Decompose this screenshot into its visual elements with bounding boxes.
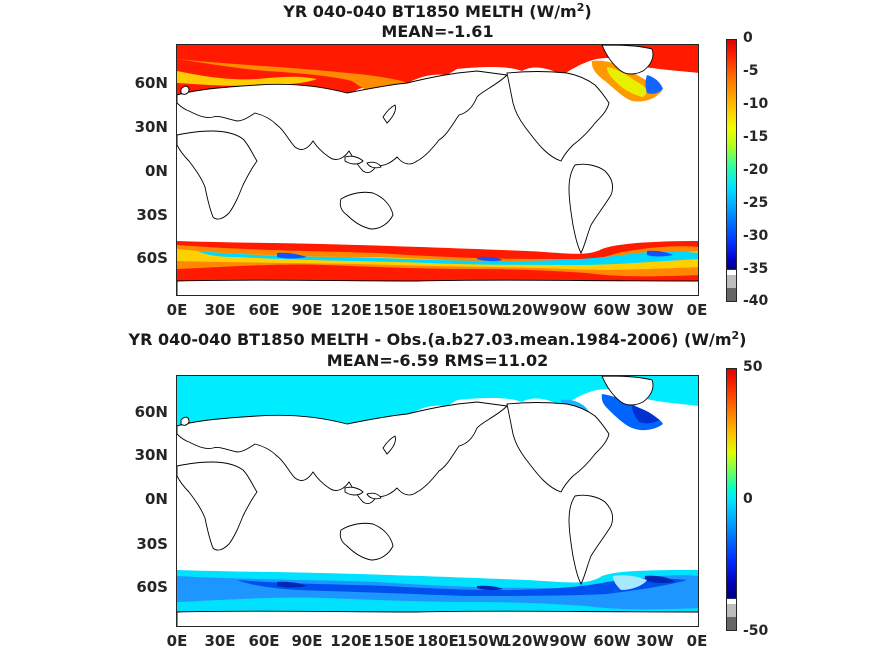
panel2-cbar-label: 0 — [743, 491, 753, 507]
antarctica-outline — [177, 279, 698, 295]
panel1-xtick: 150W — [457, 301, 505, 319]
australia-outline — [339, 522, 394, 561]
panel2-ytick-0n: 0N — [145, 490, 168, 508]
panel1-mean-label: MEAN=-1.61 — [381, 22, 494, 41]
panel2-xtick: 90E — [291, 632, 323, 650]
indonesia-outline — [344, 155, 382, 169]
japan-outline — [382, 104, 396, 124]
labrador-melt-blue — [645, 75, 663, 94]
south-america-outline — [568, 494, 614, 586]
continent-outlines — [177, 376, 698, 626]
panel1-map — [176, 44, 699, 296]
panel1-title: YR 040-040 BT1850 MELTH (W/m2) — [283, 1, 592, 21]
antarctica-outline — [177, 610, 698, 626]
panel1-xtick: 30E — [204, 301, 236, 319]
panel2-stats-label: MEAN=-6.59 RMS=11.02 — [326, 351, 549, 370]
antarctic-diff-deep — [237, 578, 687, 596]
panel2-xtick: 90W — [549, 632, 587, 650]
panel1-ytick-60n: 60N — [134, 74, 168, 92]
panel2-ytick-60s: 60S — [136, 578, 168, 596]
panel1-ytick-60s: 60S — [136, 249, 168, 267]
panel1-xtick: 0E — [686, 301, 708, 319]
panel1-cbar-label: 0 — [743, 30, 753, 46]
panel1-xtick: 90W — [549, 301, 587, 319]
panel1-xtick: 120W — [501, 301, 549, 319]
panel2-xtick: 180E — [417, 632, 459, 650]
panel1-cbar-label: -20 — [743, 162, 769, 178]
panel1-cbar-label: -35 — [743, 261, 769, 277]
panel2-xtick: 30E — [204, 632, 236, 650]
indonesia-outline — [344, 486, 382, 500]
panel1-cbar-label: -30 — [743, 228, 769, 244]
panel2-xtick: 120W — [501, 632, 549, 650]
panel2-map — [176, 375, 699, 627]
panel2-cbar-label: 50 — [743, 359, 763, 375]
panel2-map-svg — [177, 376, 698, 626]
uk-outline — [180, 85, 190, 95]
panel2-title: YR 040-040 BT1850 MELTH - Obs.(a.b27.03.… — [128, 329, 747, 349]
greenland-outline — [601, 45, 654, 75]
greenland-outline — [601, 376, 654, 406]
panel1-xtick: 60E — [248, 301, 280, 319]
panel2-ytick-60n: 60N — [134, 403, 168, 421]
uk-outline — [180, 416, 190, 426]
panel1-ytick-0n: 0N — [145, 162, 168, 180]
panel2-xtick: 150E — [373, 632, 415, 650]
baltic-barents-melt — [177, 71, 317, 86]
panel1-xtick: 30W — [636, 301, 674, 319]
panel2-ytick-30n: 30N — [134, 446, 168, 464]
panel1-xtick: 120E — [330, 301, 372, 319]
africa-outline — [177, 130, 258, 220]
panel1-colorbar — [726, 39, 737, 302]
panel2-colorbar — [726, 368, 737, 631]
panel1-xtick: 90E — [291, 301, 323, 319]
weddell-diff-light — [613, 575, 647, 590]
panel1-xtick: 150E — [373, 301, 415, 319]
panel1-ytick-30n: 30N — [134, 118, 168, 136]
panel2-ytick-30s: 30S — [136, 535, 168, 553]
panel2-cbar-label: -50 — [743, 623, 769, 639]
panel2-xtick: 60E — [248, 632, 280, 650]
panel1-xtick: 60W — [593, 301, 631, 319]
antarctic-melt-cyan — [197, 251, 698, 265]
panel1-ytick-30s: 30S — [136, 206, 168, 224]
panel1-cbar-label: -5 — [743, 63, 759, 79]
panel1-cbar-label: -15 — [743, 129, 769, 145]
panel1-map-svg — [177, 45, 698, 295]
panel1-cbar-label: -10 — [743, 96, 769, 112]
panel1-xtick: 180E — [417, 301, 459, 319]
north-america-outline — [506, 71, 610, 162]
south-america-outline — [568, 163, 614, 255]
panel2-xtick: 120E — [330, 632, 372, 650]
panel1-cbar-label: -25 — [743, 195, 769, 211]
japan-outline — [382, 435, 396, 455]
north-america-outline — [506, 402, 610, 493]
panel2-xtick: 0E — [686, 632, 708, 650]
australia-outline — [339, 191, 394, 230]
arctic-melt-band — [177, 45, 698, 97]
labrador-melt-yellow — [607, 67, 647, 97]
panel2-xtick: 60W — [593, 632, 631, 650]
panel2-xtick: 30W — [636, 632, 674, 650]
panel2-xtick: 150W — [457, 632, 505, 650]
continent-outlines — [177, 45, 698, 295]
panel1-cbar-label: -40 — [743, 293, 769, 309]
panel2-xtick: 0E — [166, 632, 188, 650]
africa-outline — [177, 461, 258, 551]
labrador-diff-dark — [632, 406, 659, 424]
panel1-xtick: 0E — [166, 301, 188, 319]
